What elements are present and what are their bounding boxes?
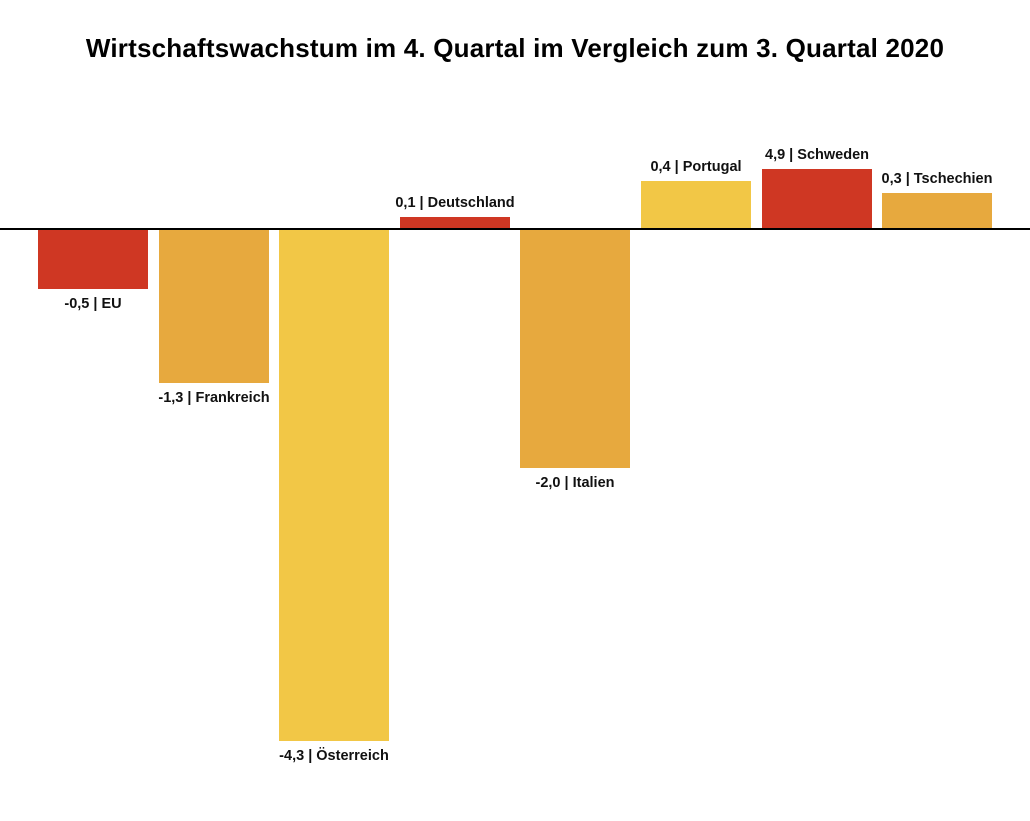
bar-label-frankreich: -1,3 | Frankreich	[158, 390, 270, 406]
bar-schweden: 4,9 | Schweden	[762, 147, 872, 228]
bar-italien: -2,0 | Italien	[520, 230, 630, 491]
bar-oesterreich: -4,3 | Österreich	[279, 230, 389, 764]
bar-label-tschechien: 0,3 | Tschechien	[881, 171, 993, 187]
bar-label-portugal: 0,4 | Portugal	[650, 159, 742, 175]
bar-eu: -0,5 | EU	[38, 230, 148, 312]
bar-deutschland: 0,1 | Deutschland	[395, 195, 515, 228]
zero-baseline-axis	[0, 228, 1030, 230]
bar-portugal: 0,4 | Portugal	[641, 159, 751, 228]
chart-title: Wirtschaftswachstum im 4. Quartal im Ver…	[85, 33, 945, 63]
bar-frankreich: -1,3 | Frankreich	[158, 230, 270, 406]
bar-label-eu: -0,5 | EU	[64, 296, 122, 312]
bar-label-oesterreich: -4,3 | Österreich	[279, 748, 389, 764]
bar-tschechien: 0,3 | Tschechien	[882, 171, 992, 228]
bar-label-deutschland: 0,1 | Deutschland	[395, 195, 515, 211]
bar-label-italien: -2,0 | Italien	[535, 475, 615, 491]
bar-label-schweden: 4,9 | Schweden	[765, 147, 869, 163]
